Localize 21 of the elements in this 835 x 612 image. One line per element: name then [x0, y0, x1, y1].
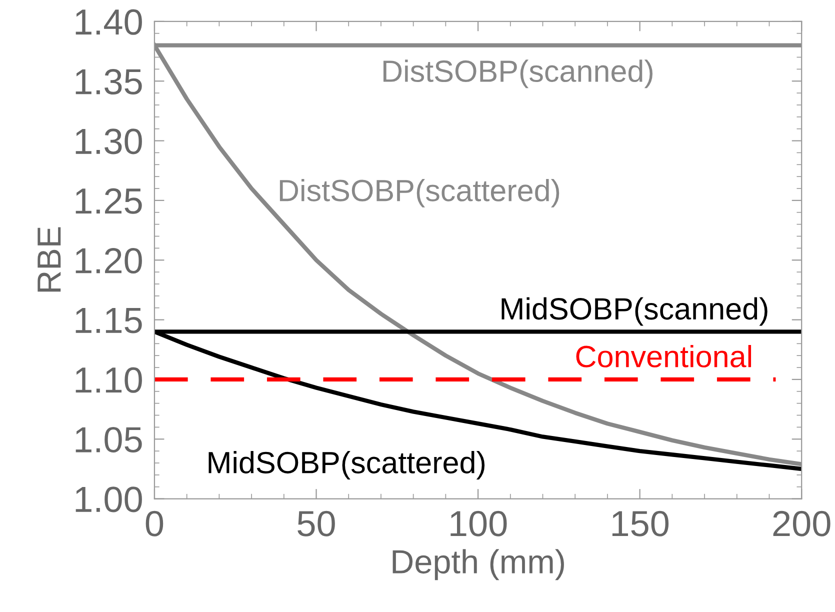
series-label: DistSOBP(scanned) [383, 60, 652, 88]
x-tick-label: 150 [612, 510, 669, 536]
x-tick-label: 200 [773, 510, 830, 536]
x-axis-title: Depth (mm) [392, 549, 564, 580]
y-axis-title: RBE [38, 227, 61, 292]
x-tick-label: 100 [450, 510, 507, 536]
series-label: MidSOBP(scanned) [502, 297, 768, 326]
x-tick-label: 50 [298, 510, 335, 536]
series-label: MidSOBP(scattered) [208, 451, 485, 480]
y-tick-label: 1.10 [76, 367, 142, 393]
y-tick-label: 1.05 [76, 426, 142, 453]
y-tick-label: 1.15 [76, 308, 142, 334]
y-tick-label: 1.30 [76, 128, 142, 154]
y-tick-label: 1.20 [76, 248, 142, 274]
series-label: DistSOBP(scattered) [280, 178, 560, 208]
y-tick-label: 1.40 [76, 9, 142, 35]
y-tick-label: 1.00 [76, 486, 142, 512]
ref-line-label: Conventional [576, 344, 752, 368]
y-tick-label: 1.35 [76, 68, 142, 95]
x-tick-label: 0 [146, 510, 164, 536]
y-tick-label: 1.25 [76, 188, 142, 214]
